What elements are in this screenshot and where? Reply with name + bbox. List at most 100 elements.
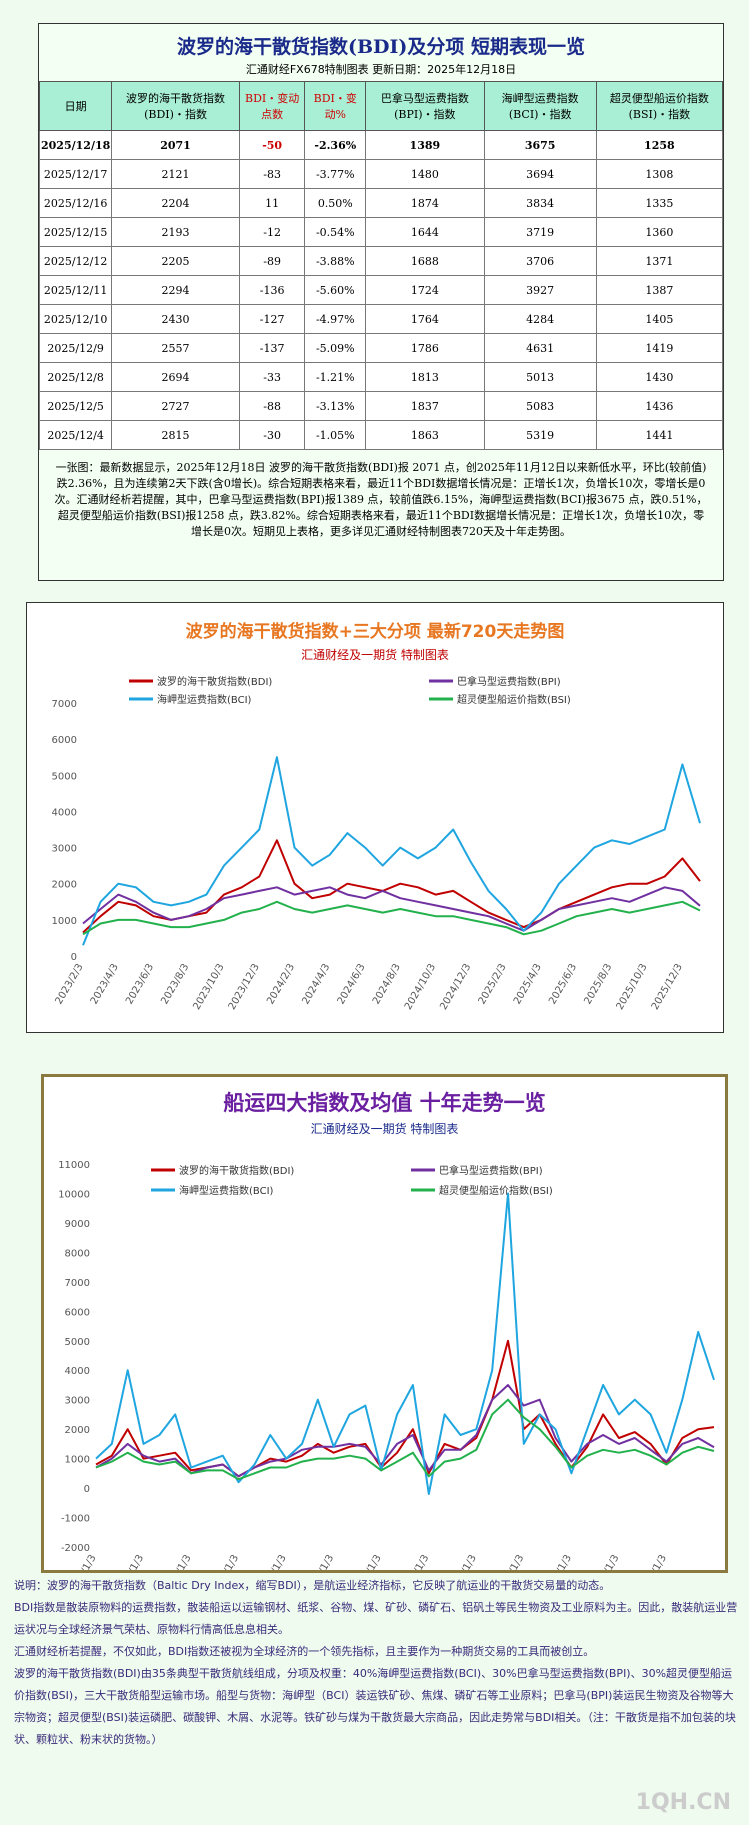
table-cell: 3719: [483, 217, 597, 247]
x-tick-label: 2025/8/3: [582, 962, 614, 1006]
table-row: 2025/12/4 2815 -30 -1.05% 1863 5319 1441: [38, 420, 724, 450]
y-tick-label: -1000: [61, 1514, 90, 1525]
table-cell: -30: [238, 420, 306, 450]
chart-title: 船运四大指数及均值 十年走势一览: [223, 1091, 545, 1115]
table-cell: 1863: [365, 420, 485, 450]
title: 波罗的海干散货指数(BDI)及分项 短期表现一览: [176, 36, 586, 58]
x-tick-label: 2020/1/3: [399, 1553, 431, 1570]
table-cell: 1480: [365, 159, 485, 189]
table-cell: 3834: [483, 188, 597, 218]
table-cell: 2025/12/17: [38, 159, 113, 189]
x-tick-label: 2024/6/3: [336, 962, 368, 1006]
x-tick-label: 2024/4/3: [300, 962, 332, 1006]
table-row: 2025/12/5 2727 -88 -3.13% 1837 5083 1436: [38, 391, 724, 421]
table-cell: -5.60%: [304, 275, 367, 305]
table-cell: 5083: [483, 391, 597, 421]
table-cell: 4284: [483, 304, 597, 334]
table-cell: -1.21%: [304, 362, 367, 392]
x-tick-label: 2016/1/3: [209, 1553, 241, 1570]
watermark: 1QH.CN: [635, 1790, 731, 1815]
table-cell: 1764: [365, 304, 485, 334]
y-tick-label: 8000: [65, 1248, 90, 1259]
table-cell: 1405: [595, 304, 724, 334]
table-cell: -89: [238, 246, 306, 276]
y-tick-label: 5000: [65, 1337, 90, 1348]
legend-label: 巴拿马型运费指数(BPI): [439, 1164, 543, 1177]
table-cell: 2025/12/8: [38, 362, 113, 392]
y-tick-label: 7000: [65, 1278, 90, 1289]
table-cell: 0.50%: [304, 188, 367, 218]
column-header: 海岬型运费指数(BCI)・指数: [483, 81, 597, 131]
x-tick-label: 2023/8/3: [159, 962, 191, 1006]
x-tick-label: 2025/2/3: [477, 962, 509, 1006]
table-cell: -3.88%: [304, 246, 367, 276]
table-cell: 2694: [111, 362, 240, 392]
table-cell: 1436: [595, 391, 724, 421]
x-tick-label: 2024/12/3: [438, 962, 473, 1012]
note: 波罗的海干散货指数(BDI)由35条典型干散货航线组成，分项及权重：40%海岬型…: [14, 1667, 736, 1746]
x-tick-label: 2021/1/3: [447, 1553, 479, 1570]
x-tick-label: 2025/1/3: [637, 1553, 669, 1570]
y-tick-label: 10000: [58, 1189, 90, 1200]
table-cell: 2025/12/11: [38, 275, 113, 305]
legend-label: 海岬型运费指数(BCI): [157, 693, 252, 706]
table-cell: -5.09%: [304, 333, 367, 363]
x-tick-label: 2024/2/3: [265, 962, 297, 1006]
series-line: [95, 1398, 715, 1481]
legend-label: 超灵便型船运价指数(BSI): [457, 693, 571, 706]
table-cell: 3927: [483, 275, 597, 305]
series-line: [95, 1384, 715, 1478]
y-tick-label: 7000: [52, 699, 77, 710]
y-tick-label: 1000: [52, 916, 77, 927]
column-header: 超灵便型船运价指数(BSI)・指数: [595, 81, 724, 131]
table-cell: 1724: [365, 275, 485, 305]
chart-panel: 船运四大指数及均值 十年走势一览 汇通财经及一期货 特制图表 -2000 -1000 0…: [41, 1074, 728, 1597]
y-tick-label: 0: [71, 952, 77, 963]
table-cell: 2025/12/4: [38, 420, 113, 450]
x-tick-label: 2022/1/3: [494, 1553, 526, 1570]
table-cell: 2430: [111, 304, 240, 334]
table-cell: -2.36%: [304, 130, 367, 160]
x-tick-label: 2023/10/3: [191, 962, 226, 1012]
note: 说明：波罗的海干散货指数（Baltic Dry Index，缩写BDI），是航运…: [14, 1579, 611, 1592]
table-cell: 3675: [483, 130, 597, 160]
table-panel: 波罗的海干散货指数(BDI)及分项 短期表现一览 汇通财经FX678特制图表 更…: [38, 23, 724, 581]
chart-subtitle: 汇通财经及一期货 特制图表: [311, 1121, 459, 1136]
table-cell: 2025/12/18: [38, 130, 113, 160]
table-row: 2025/12/17 2121 -83 -3.77% 1480 3694 1308: [38, 159, 724, 189]
table-cell: 1389: [365, 130, 485, 160]
table-row: 2025/12/15 2193 -12 -0.54% 1644 3719 1360: [38, 217, 724, 247]
table-cell: -136: [238, 275, 306, 305]
x-tick-label: 2018/1/3: [304, 1553, 336, 1570]
table-cell: 1441: [595, 420, 724, 450]
table-cell: 1371: [595, 246, 724, 276]
table-cell: -33: [238, 362, 306, 392]
x-tick-label: 2023/12/3: [227, 962, 262, 1012]
column-header: 巴拿马型运费指数(BPI)・指数: [365, 81, 485, 131]
table-cell: 2121: [111, 159, 240, 189]
y-tick-label: 3000: [52, 844, 77, 855]
y-tick-label: 4000: [52, 807, 77, 818]
legend-label: 波罗的海干散货指数(BDI): [157, 675, 272, 688]
table-cell: -0.54%: [304, 217, 367, 247]
subtitle: 汇通财经FX678特制图表 更新日期：2025年12月18日: [245, 63, 517, 76]
table-cell: 1335: [595, 188, 724, 218]
x-tick-label: 2025/4/3: [512, 962, 544, 1006]
series-line: [82, 900, 701, 936]
y-tick-label: 5000: [52, 771, 77, 782]
y-tick-label: 9000: [65, 1219, 90, 1230]
table-cell: 1786: [365, 333, 485, 363]
y-tick-label: 11000: [58, 1160, 90, 1171]
table-cell: 1308: [595, 159, 724, 189]
legend-label: 海岬型运费指数(BCI): [179, 1184, 274, 1197]
x-tick-label: 2023/6/3: [124, 962, 156, 1006]
table-cell: -50: [238, 130, 306, 160]
table-cell: -12: [238, 217, 306, 247]
table-row: 2025/12/10 2430 -127 -4.97% 1764 4284 1405: [38, 304, 724, 334]
series-line: [95, 1339, 715, 1478]
y-tick-label: 6000: [52, 735, 77, 746]
table-cell: 2205: [111, 246, 240, 276]
table-cell: 1837: [365, 391, 485, 421]
